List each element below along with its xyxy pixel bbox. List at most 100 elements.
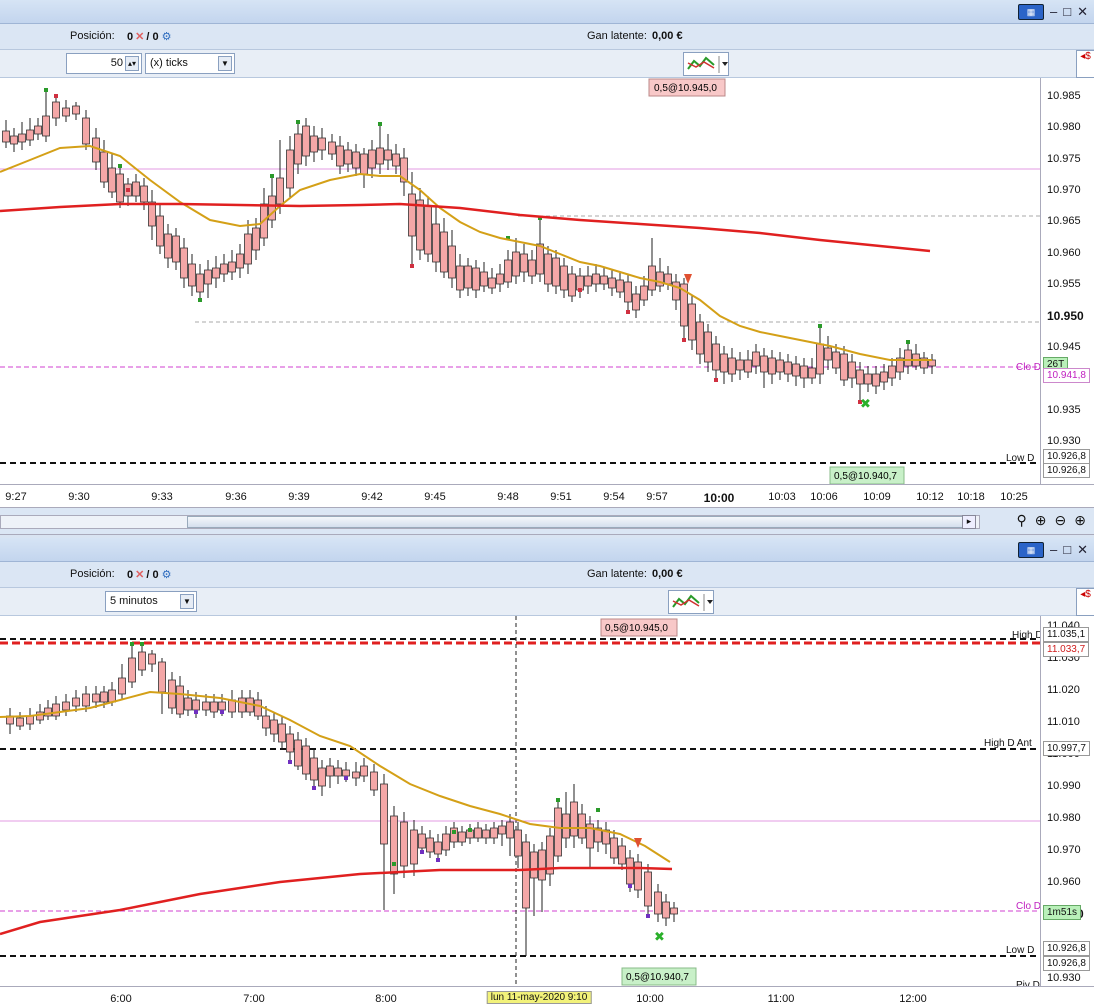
top-position-bar: Posición: 0 ✕/ 0 ⚙ Gan latente: 0,00 €: [0, 24, 1094, 50]
candle-body: [456, 265, 464, 291]
x-tick-label: 9:30: [68, 491, 90, 503]
period-unit-select[interactable]: (x) ticks ▼: [145, 53, 235, 74]
candle-body: [52, 703, 60, 717]
keyboard-icon[interactable]: ▦: [1018, 542, 1044, 558]
candle-body: [172, 235, 180, 263]
candle-body: [244, 233, 252, 265]
close-icon[interactable]: ✕: [1077, 542, 1088, 557]
top-toolbar: 50 ▴▾ (x) ticks ▼ ◂$: [0, 50, 1094, 78]
candle-body: [662, 901, 670, 919]
signal-dot: [312, 786, 316, 790]
candle-body: [180, 247, 188, 279]
position-label: Posición:: [70, 30, 115, 42]
maximize-icon[interactable]: □: [1063, 4, 1072, 19]
low-value-tag: 10.926,8: [1043, 941, 1090, 956]
timeframe-select[interactable]: 5 minutos ▼: [105, 591, 197, 612]
candle-body: [176, 685, 184, 715]
candle-body: [408, 193, 416, 237]
stepper-arrows-icon[interactable]: ▴▾: [125, 56, 139, 71]
candle-body: [238, 697, 246, 713]
candle-body: [440, 231, 448, 273]
candle-body: [360, 765, 368, 777]
top-chart-area[interactable]: Clo D Low D 0,5@10.945,0 0,5@10.940,7 ✖: [0, 78, 1041, 486]
candle-body: [268, 195, 276, 221]
candle-body: [864, 373, 872, 385]
candle-body: [776, 359, 784, 373]
side-panel-toggle[interactable]: ◂$: [1076, 50, 1094, 78]
chevron-down-icon[interactable]: ▼: [180, 594, 194, 609]
indicators-button[interactable]: [668, 590, 714, 614]
candle-body: [538, 849, 546, 881]
period-stepper[interactable]: 50 ▴▾: [66, 53, 142, 74]
low-value-tag-2: 10.926,8: [1043, 956, 1090, 971]
keyboard-icon[interactable]: ▦: [1018, 4, 1044, 20]
signal-dot: [270, 174, 274, 178]
candle-body: [368, 149, 376, 169]
candle-body: [262, 715, 270, 729]
candle-body: [920, 357, 928, 369]
signal-dot: [44, 88, 48, 92]
x-tick-label: 9:57: [646, 491, 668, 503]
candle-body: [140, 185, 148, 203]
bottom-price-chart[interactable]: High D High D Ant Clo D Low D Piv D 0,5@10.94…: [0, 616, 1043, 991]
zoom-in-icon[interactable]: ⊕: [1074, 512, 1086, 528]
pivot-d-label: Piv D: [1016, 980, 1040, 986]
candle-body: [568, 273, 576, 297]
candle-body: [888, 365, 896, 379]
side-panel-toggle[interactable]: ◂$: [1076, 588, 1094, 616]
top-price-chart[interactable]: Clo D Low D 0,5@10.945,0 0,5@10.940,7 ✖: [0, 78, 1041, 486]
bottom-price-axis[interactable]: 11.04011.03011.02011.01011.00010.99010.9…: [1040, 616, 1094, 986]
pnl-value: 0,00 €: [652, 30, 683, 42]
y-tick-label: 10.985: [1047, 90, 1081, 102]
candle-body: [286, 733, 294, 753]
minimize-icon[interactable]: –: [1050, 542, 1058, 557]
candle-body: [832, 351, 840, 369]
timeframe-value: 5 minutos: [110, 595, 158, 607]
gear-icon[interactable]: ⚙: [161, 31, 172, 43]
candle-body: [608, 277, 616, 289]
sell-arrow-icon: [684, 274, 692, 284]
bottom-chart-area[interactable]: High D High D Ant Clo D Low D Piv D 0,5@10.94…: [0, 616, 1043, 991]
candle-body: [18, 133, 26, 143]
zoom-fit-icon[interactable]: ⊕: [1034, 512, 1047, 528]
candle-body: [400, 157, 408, 183]
minimize-icon[interactable]: –: [1050, 4, 1058, 19]
candle-body: [610, 837, 618, 859]
candle-body: [228, 261, 236, 273]
y-tick-label: 10.965: [1047, 215, 1081, 228]
gear-icon[interactable]: ⚙: [161, 569, 172, 581]
signal-dot: [220, 710, 224, 714]
candle-body: [554, 807, 562, 857]
candle-body: [512, 251, 520, 277]
scroll-track[interactable]: [0, 515, 980, 529]
candle-body: [196, 273, 204, 293]
candle-body: [384, 149, 392, 161]
candle-body: [522, 841, 530, 909]
candle-body: [602, 829, 610, 845]
signal-dot: [436, 858, 440, 862]
close-position-icon[interactable]: ✕: [135, 31, 145, 43]
close-d-label: Clo D: [1016, 901, 1040, 912]
zoom-out-icon[interactable]: ⊖: [1054, 512, 1067, 528]
scroll-thumb[interactable]: [187, 516, 965, 528]
top-price-axis[interactable]: 10.985 10.980 10.975 10.970 10.965 10.960 10.9…: [1040, 78, 1094, 486]
candle-body: [670, 907, 678, 915]
x-tick-label: 9:39: [288, 491, 310, 503]
chevron-down-icon[interactable]: ▼: [218, 56, 232, 71]
signal-dot: [858, 400, 862, 404]
indicators-button[interactable]: [683, 52, 729, 76]
candle-body: [380, 783, 388, 845]
candle-body: [664, 273, 672, 285]
signal-dot: [288, 760, 292, 764]
candle-body: [448, 245, 456, 279]
top-scrollbar[interactable]: ▸ ⚲ ⊕ ⊖ ⊕: [0, 507, 1094, 535]
maximize-icon[interactable]: □: [1063, 542, 1072, 557]
y-tick-label: 10.980: [1047, 121, 1081, 134]
close-position-icon[interactable]: ✕: [135, 569, 145, 581]
close-icon[interactable]: ✕: [1077, 4, 1088, 19]
auto-scale-icon[interactable]: ⚲: [1016, 512, 1027, 528]
candle-body: [504, 259, 512, 283]
y-tick-label: 10.930: [1047, 972, 1081, 984]
candle-body: [896, 357, 904, 373]
scroll-right-icon[interactable]: ▸: [962, 515, 976, 529]
